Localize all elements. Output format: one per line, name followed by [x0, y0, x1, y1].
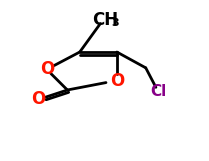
Text: O: O: [40, 60, 54, 78]
Text: 3: 3: [112, 18, 119, 28]
Text: CH: CH: [92, 11, 118, 29]
Text: Cl: Cl: [150, 84, 166, 99]
Text: O: O: [31, 90, 46, 109]
Text: O: O: [110, 71, 124, 90]
